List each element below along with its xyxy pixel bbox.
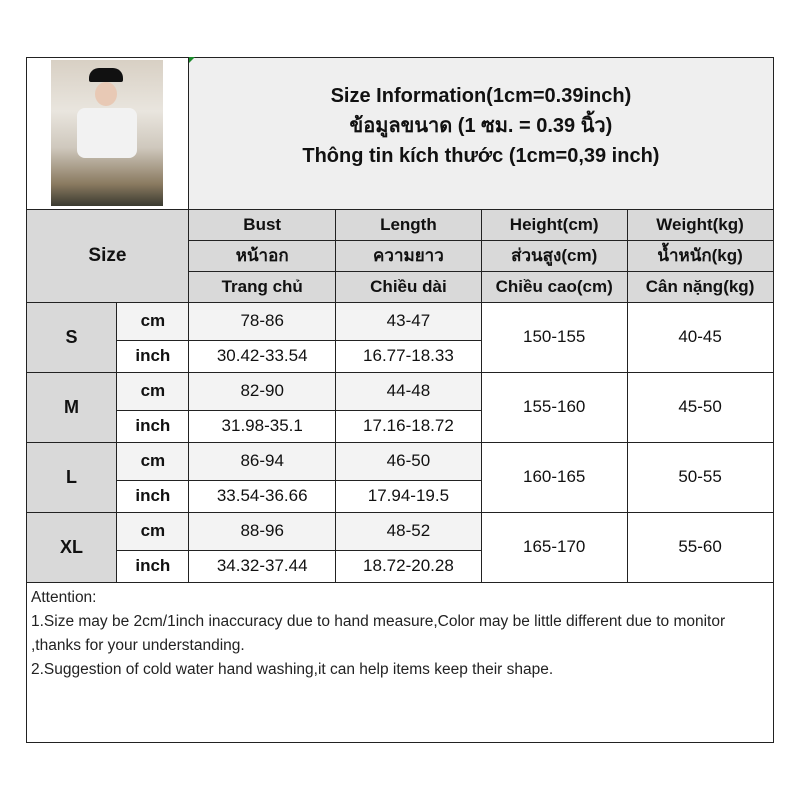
bust-cm: 78-86 xyxy=(188,301,337,341)
title-thai: ข้อมูลขนาด (1 ซม. = 0.39 นิ้ว) xyxy=(349,115,613,137)
title-english: Size Information(1cm=0.39inch) xyxy=(330,85,632,107)
corner-marker xyxy=(189,57,195,63)
length-header-thai: ความยาว xyxy=(335,239,482,272)
weight-cell: 40-45 xyxy=(626,301,774,373)
bust-header: Bust xyxy=(188,208,337,241)
weight-header-vietnamese: Cân nặng(kg) xyxy=(626,270,774,303)
table-row: S cm 78-86 43-47 150-155 40-45 xyxy=(25,301,774,373)
bust-header-vietnamese: Trang chủ xyxy=(188,270,337,303)
height-header-vietnamese: Chiều cao(cm) xyxy=(480,270,628,303)
length-cm: 44-48 xyxy=(335,371,482,411)
table-row: inch 31.98-35.1 17.16-18.72 xyxy=(26,409,773,443)
product-photo xyxy=(51,60,164,206)
length-cm: 48-52 xyxy=(335,511,482,551)
table-row: L cm 86-94 46-50 160-165 50-55 xyxy=(25,441,774,513)
unit-inch: inch xyxy=(116,339,190,373)
unit-cm: cm xyxy=(116,441,190,481)
size-cell: M xyxy=(25,371,118,443)
unit-cm: cm xyxy=(116,371,190,411)
attention-line-1: 1.Size may be 2cm/1inch inaccuracy due t… xyxy=(31,613,726,654)
table-row: M cm 82-90 44-48 155-160 45-50 xyxy=(25,371,774,443)
chart-title: Size Information(1cm=0.39inch) ข้อมูลขนา… xyxy=(188,56,774,210)
size-cell: L xyxy=(25,441,118,513)
size-header: Size xyxy=(25,208,190,303)
weight-header: Weight(kg) xyxy=(626,208,774,241)
length-inch: 18.72-20.28 xyxy=(335,549,482,583)
unit-cm: cm xyxy=(116,301,190,341)
weight-cell: 50-55 xyxy=(626,441,774,513)
height-cell: 165-170 xyxy=(480,511,628,583)
table-row: XL cm 88-96 48-52 165-170 55-60 xyxy=(25,511,774,583)
bust-inch: 31.98-35.1 xyxy=(188,409,337,443)
height-header-thai: ส่วนสูง(cm) xyxy=(480,239,628,272)
height-cell: 155-160 xyxy=(480,371,628,443)
length-inch: 17.94-19.5 xyxy=(335,479,482,513)
unit-inch: inch xyxy=(116,479,190,513)
length-cm: 46-50 xyxy=(335,441,482,481)
table-row: inch 33.54-36.66 17.94-19.5 xyxy=(26,479,773,513)
length-cm: 43-47 xyxy=(335,301,482,341)
attention-line-2: 2.Suggestion of cold water hand washing,… xyxy=(31,661,554,678)
table-row: inch 34.32-37.44 18.72-20.28 xyxy=(26,549,773,583)
bust-header-thai: หน้าอก xyxy=(188,239,337,272)
unit-cm: cm xyxy=(116,511,190,551)
unit-inch: inch xyxy=(116,409,190,443)
attention-notes: Attention: 1.Size may be 2cm/1inch inacc… xyxy=(31,586,771,682)
height-cell: 160-165 xyxy=(480,441,628,513)
size-cell: XL xyxy=(25,511,118,583)
weight-header-thai: น้ำหนัก(kg) xyxy=(626,239,774,272)
height-header: Height(cm) xyxy=(480,208,628,241)
bust-cm: 82-90 xyxy=(188,371,337,411)
table-row: inch 30.42-33.54 16.77-18.33 xyxy=(26,339,773,373)
unit-inch: inch xyxy=(116,549,190,583)
bust-cm: 86-94 xyxy=(188,441,337,481)
length-header: Length xyxy=(335,208,482,241)
length-header-vietnamese: Chiều dài xyxy=(335,270,482,303)
weight-cell: 55-60 xyxy=(626,511,774,583)
bust-inch: 33.54-36.66 xyxy=(188,479,337,513)
bust-inch: 34.32-37.44 xyxy=(188,549,337,583)
bust-inch: 30.42-33.54 xyxy=(188,339,337,373)
size-table: Size Information(1cm=0.39inch) ข้อมูลขนา… xyxy=(25,56,774,583)
attention-title: Attention: xyxy=(31,589,97,606)
size-chart: Size Information(1cm=0.39inch) ข้อมูลขนา… xyxy=(25,56,774,743)
product-photo-cell xyxy=(25,56,190,210)
length-inch: 16.77-18.33 xyxy=(335,339,482,373)
height-cell: 150-155 xyxy=(480,301,628,373)
length-inch: 17.16-18.72 xyxy=(335,409,482,443)
title-vietnamese: Thông tin kích thước (1cm=0,39 inch) xyxy=(302,145,660,167)
bust-cm: 88-96 xyxy=(188,511,337,551)
size-cell: S xyxy=(25,301,118,373)
weight-cell: 45-50 xyxy=(626,371,774,443)
